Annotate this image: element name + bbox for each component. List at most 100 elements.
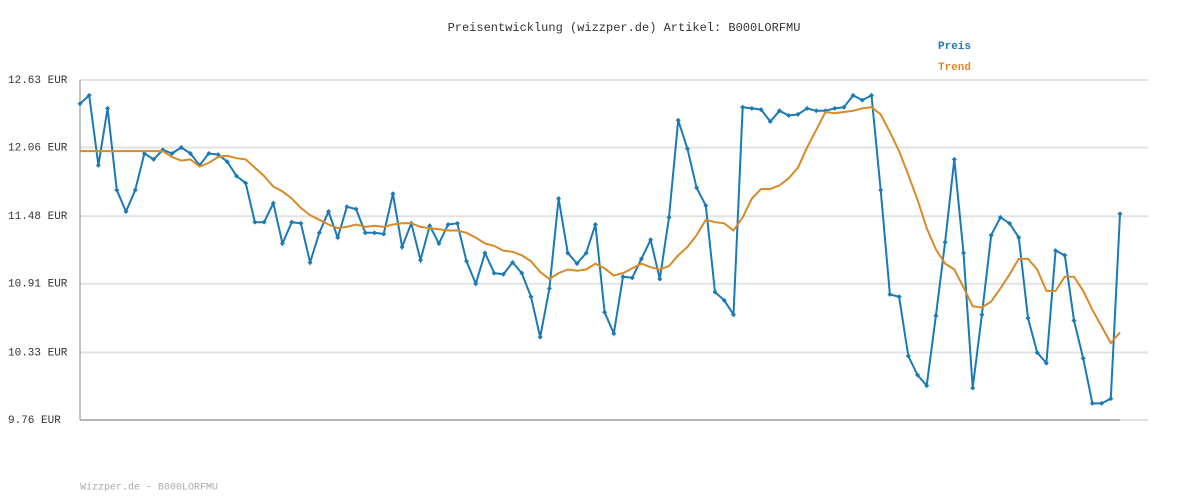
point-marker bbox=[381, 231, 387, 237]
point-marker bbox=[1071, 317, 1077, 323]
point-marker bbox=[187, 150, 193, 156]
point-marker bbox=[261, 219, 267, 225]
point-marker bbox=[353, 206, 359, 212]
point-marker bbox=[399, 244, 405, 250]
point-marker bbox=[611, 331, 617, 337]
point-marker bbox=[362, 230, 368, 236]
point-marker bbox=[270, 200, 276, 206]
point-marker bbox=[592, 222, 598, 228]
point-marker bbox=[86, 92, 92, 98]
point-marker bbox=[795, 111, 801, 117]
point-marker bbox=[105, 105, 111, 111]
point-marker bbox=[482, 250, 488, 256]
point-marker bbox=[132, 187, 138, 193]
series-line bbox=[79, 93, 1121, 405]
point-marker bbox=[546, 286, 552, 292]
point-marker bbox=[924, 383, 930, 389]
point-marker bbox=[951, 156, 957, 162]
point-marker bbox=[997, 214, 1003, 220]
point-marker bbox=[1007, 220, 1013, 226]
point-marker bbox=[620, 274, 626, 280]
point-marker bbox=[233, 173, 239, 179]
point-marker bbox=[169, 150, 175, 156]
point-marker bbox=[804, 105, 810, 111]
point-marker bbox=[979, 312, 985, 318]
point-marker bbox=[988, 232, 994, 238]
point-marker bbox=[740, 104, 746, 110]
point-marker bbox=[703, 203, 709, 209]
point-marker bbox=[1043, 360, 1049, 366]
point-marker bbox=[528, 294, 534, 300]
point-marker bbox=[841, 104, 847, 110]
point-marker bbox=[896, 294, 902, 300]
point-marker bbox=[961, 250, 967, 256]
point-marker bbox=[224, 159, 230, 165]
point-marker bbox=[77, 101, 83, 107]
point-marker bbox=[970, 385, 976, 391]
point-marker bbox=[1117, 211, 1123, 217]
point-marker bbox=[869, 92, 875, 98]
y-tick-label: 10.91 EUR bbox=[8, 279, 68, 291]
y-tick-label: 10.33 EUR bbox=[8, 347, 68, 359]
point-marker bbox=[243, 180, 249, 186]
point-marker bbox=[1108, 396, 1114, 402]
point-marker bbox=[602, 309, 608, 315]
point-marker bbox=[344, 204, 350, 210]
point-marker bbox=[510, 259, 516, 265]
point-marker bbox=[574, 261, 580, 267]
point-marker bbox=[565, 250, 571, 256]
point-marker bbox=[749, 105, 755, 111]
point-marker bbox=[500, 271, 506, 277]
point-marker bbox=[583, 250, 589, 256]
point-marker bbox=[95, 162, 101, 168]
point-marker bbox=[933, 313, 939, 319]
point-marker bbox=[657, 276, 663, 282]
point-marker bbox=[648, 237, 654, 243]
point-marker bbox=[730, 312, 736, 318]
point-marker bbox=[1025, 315, 1031, 321]
point-marker bbox=[887, 291, 893, 297]
series-line bbox=[80, 106, 1121, 345]
point-marker bbox=[666, 214, 672, 220]
point-marker bbox=[629, 275, 635, 281]
point-marker bbox=[491, 270, 497, 276]
point-marker bbox=[464, 258, 470, 264]
point-marker bbox=[316, 230, 322, 236]
point-marker bbox=[325, 208, 331, 214]
point-marker bbox=[1089, 400, 1095, 406]
point-marker bbox=[721, 297, 727, 303]
point-marker bbox=[114, 187, 120, 193]
point-marker bbox=[307, 259, 313, 265]
point-marker bbox=[519, 270, 525, 276]
point-marker bbox=[767, 118, 773, 124]
point-marker bbox=[556, 195, 562, 201]
y-tick-label: 11.48 EUR bbox=[8, 211, 68, 223]
chart-title: Preisentwicklung (wizzper.de) Artikel: B… bbox=[448, 21, 801, 35]
point-marker bbox=[390, 191, 396, 197]
point-marker bbox=[915, 372, 921, 378]
point-marker bbox=[1034, 349, 1040, 355]
point-marker bbox=[694, 185, 700, 191]
point-marker bbox=[372, 230, 378, 236]
point-marker bbox=[123, 208, 129, 214]
point-marker bbox=[436, 240, 442, 246]
point-marker bbox=[537, 334, 543, 340]
point-marker bbox=[151, 156, 157, 162]
footer: Wizzper.de - B000LORFMU bbox=[80, 482, 218, 494]
point-marker bbox=[850, 92, 856, 98]
legend-label: Preis bbox=[938, 41, 971, 53]
point-marker bbox=[813, 108, 819, 114]
point-marker bbox=[178, 145, 184, 151]
legend-label: Trend bbox=[938, 62, 971, 74]
point-marker bbox=[859, 97, 865, 103]
y-tick-label: 9.76 EUR bbox=[8, 415, 61, 427]
point-marker bbox=[832, 105, 838, 111]
point-marker bbox=[638, 256, 644, 262]
point-marker bbox=[675, 117, 681, 123]
point-marker bbox=[279, 240, 285, 246]
point-marker bbox=[454, 220, 460, 226]
point-marker bbox=[684, 146, 690, 152]
point-marker bbox=[252, 219, 258, 225]
point-marker bbox=[712, 289, 718, 295]
